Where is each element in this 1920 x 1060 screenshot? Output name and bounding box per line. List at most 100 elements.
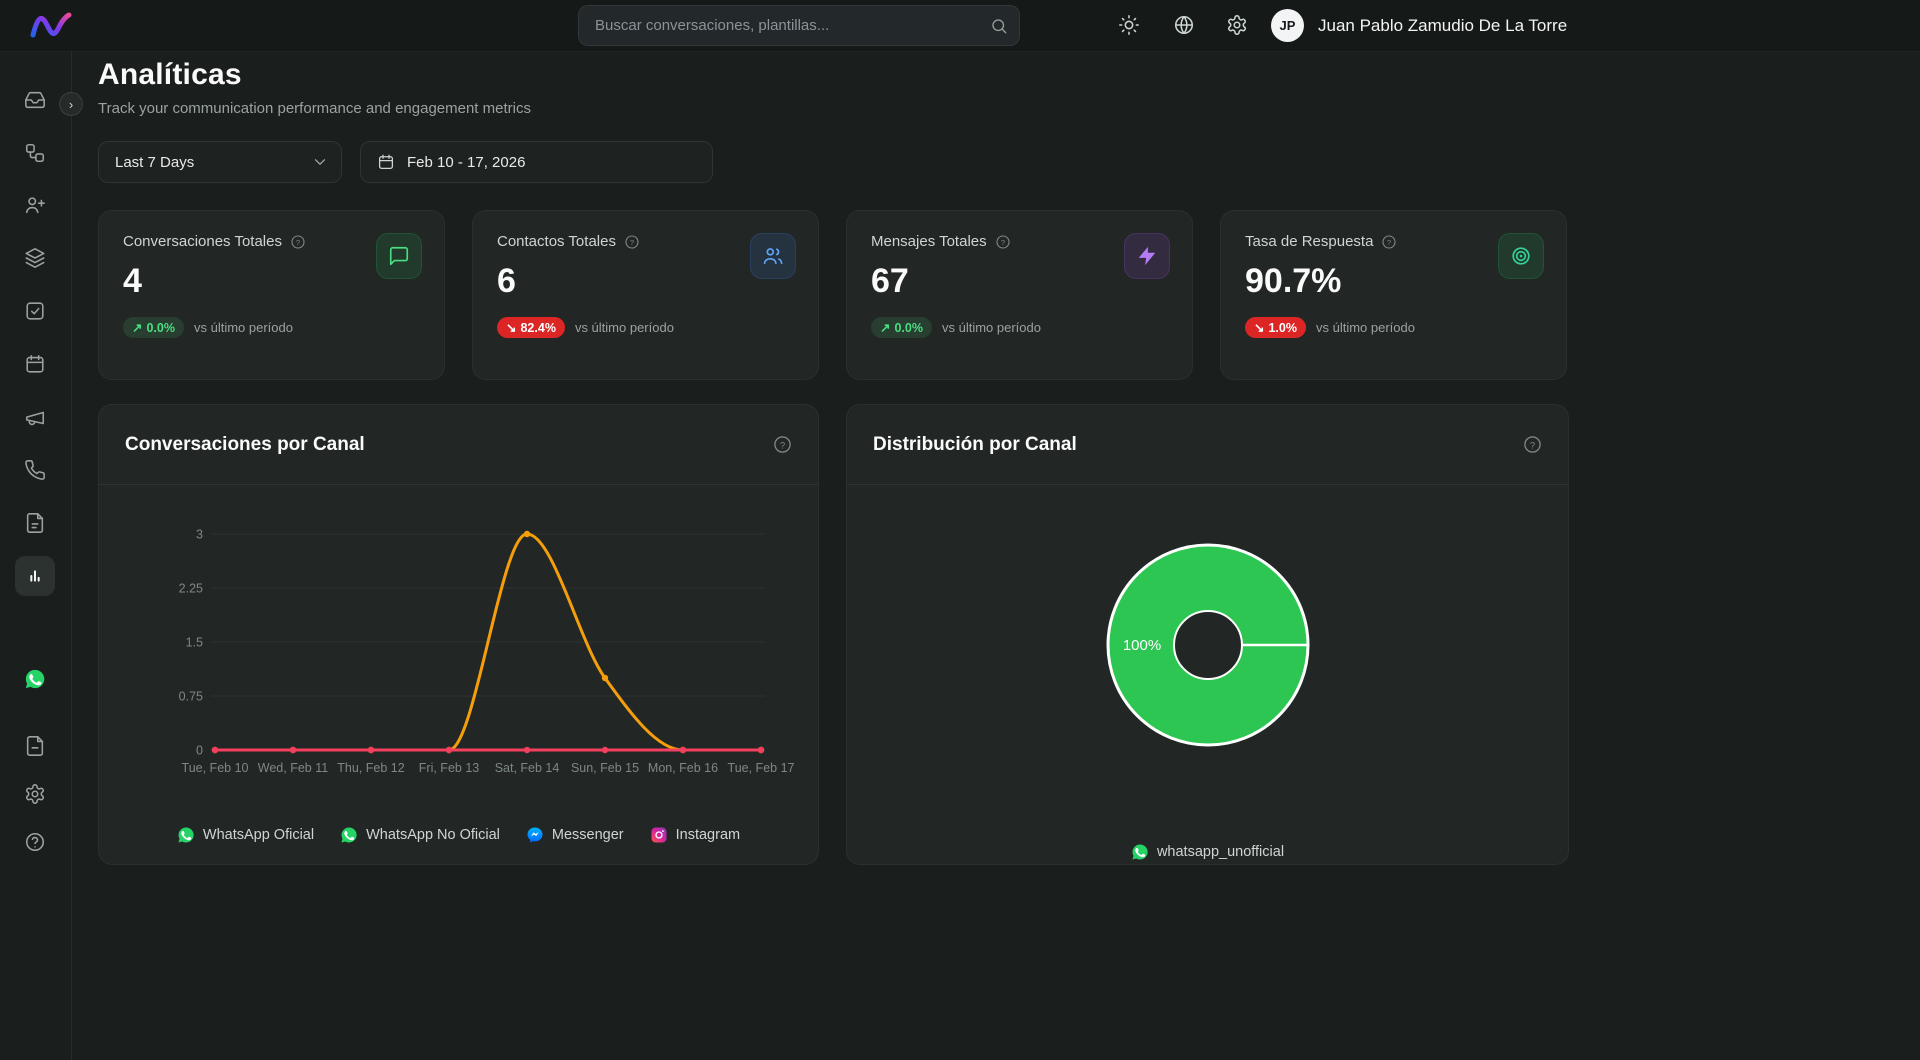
user-avatar[interactable]: JP — [1271, 9, 1304, 42]
whatsapp-icon — [341, 827, 357, 843]
bar-chart-icon — [30, 570, 40, 582]
conversations-line-chart: 0 0.75 1.5 2.25 3 Tue, Feb 10 Wed, Feb 11 Thu, … — [179, 528, 795, 776]
sidebar-item-settings[interactable] — [15, 774, 55, 814]
globe-icon — [1174, 15, 1194, 35]
svg-text:Tue, Feb 10: Tue, Feb 10 — [182, 761, 249, 775]
help-circle-icon — [25, 832, 45, 852]
search-icon — [990, 17, 1008, 35]
svg-text:0.75: 0.75 — [179, 690, 203, 704]
sidebar-collapse-button[interactable]: › — [59, 92, 83, 116]
legend-item-messenger[interactable]: Messenger — [526, 826, 624, 844]
layers-icon — [25, 248, 45, 268]
search-input[interactable] — [578, 5, 1020, 46]
sidebar-item-analytics[interactable] — [15, 556, 55, 596]
users-icon — [763, 248, 783, 265]
line-chart-legend: WhatsApp Oficial WhatsApp No Oficial Mes… — [99, 826, 818, 844]
sidebar-item-inbox[interactable] — [15, 80, 55, 120]
zap-icon — [1138, 246, 1156, 266]
period-select[interactable]: Last 7 Days — [98, 141, 342, 183]
date-range-picker[interactable]: Feb 10 - 17, 2026 — [360, 141, 713, 183]
inbox-icon — [25, 91, 45, 109]
delta-badge: ↗ 0.0% — [871, 317, 932, 338]
sidebar-item-contacts[interactable] — [15, 185, 55, 225]
svg-text:?: ? — [1530, 440, 1535, 451]
file-text-icon — [26, 513, 44, 533]
megaphone-icon — [25, 411, 45, 426]
stat-value: 6 — [497, 262, 516, 300]
topbar: JP Juan Pablo Zamudio De La Torre — [0, 0, 1920, 52]
whatsapp-icon — [1132, 844, 1148, 860]
help-icon[interactable]: ? — [995, 234, 1011, 250]
page-title: Analíticas — [98, 58, 242, 91]
file-icon — [26, 736, 44, 756]
sidebar-item-automations[interactable] — [15, 133, 55, 173]
messenger-icon — [527, 827, 543, 843]
svg-text:3: 3 — [196, 528, 203, 542]
svg-text:?: ? — [780, 440, 785, 451]
message-square-icon — [389, 246, 409, 266]
legend-item-whatsapp-unofficial[interactable]: WhatsApp No Oficial — [340, 826, 500, 844]
sidebar-item-calls[interactable] — [15, 450, 55, 490]
language-button[interactable] — [1172, 13, 1196, 37]
stat-label: Contactos Totales — [497, 233, 616, 250]
whatsapp-icon — [178, 827, 194, 843]
sidebar-item-templates[interactable] — [15, 726, 55, 766]
theme-toggle-button[interactable] — [1117, 13, 1141, 37]
chart-title: Conversaciones por Canal — [125, 433, 365, 455]
stat-value: 90.7% — [1245, 262, 1342, 300]
legend-item-whatsapp-unofficial[interactable]: whatsapp_unofficial — [1131, 843, 1284, 861]
donut-hole — [1173, 610, 1243, 680]
delta-compare: vs último período — [1315, 320, 1415, 335]
delta-badge: ↘ 82.4% — [497, 317, 565, 338]
sidebar-item-calendar[interactable] — [15, 344, 55, 384]
stat-label: Tasa de Respuesta — [1245, 233, 1374, 250]
sidebar-item-channels[interactable] — [15, 238, 55, 278]
legend-item-whatsapp-official[interactable]: WhatsApp Oficial — [177, 826, 314, 844]
svg-text:?: ? — [630, 237, 634, 246]
help-icon[interactable]: ? — [290, 234, 306, 250]
help-icon[interactable]: ? — [773, 435, 792, 454]
delta-compare: vs último período — [574, 320, 674, 335]
delta-compare: vs último período — [941, 320, 1041, 335]
filters-row: Last 7 Days Feb 10 - 17, 2026 — [98, 141, 1920, 183]
delta-badge: ↗ 0.0% — [123, 317, 184, 338]
instagram-icon — [651, 827, 667, 843]
app-logo-icon[interactable] — [30, 11, 72, 44]
sidebar-item-tasks[interactable] — [15, 291, 55, 331]
channel-distribution-card: Distribución por Canal ? 100% whatsapp_u… — [846, 404, 1569, 865]
user-plus-icon — [25, 197, 45, 214]
settings-button[interactable] — [1225, 13, 1249, 37]
svg-text:?: ? — [1387, 237, 1391, 246]
stat-label: Mensajes Totales — [871, 233, 987, 250]
target-icon — [1512, 247, 1530, 265]
svg-text:0: 0 — [196, 744, 203, 758]
stat-icon-box — [376, 233, 422, 279]
sidebar-item-campaigns[interactable] — [15, 398, 55, 438]
sidebar-item-notes[interactable] — [15, 503, 55, 543]
sidebar: › — [0, 51, 83, 1060]
check-square-icon — [26, 302, 44, 320]
svg-text:Wed, Feb 11: Wed, Feb 11 — [258, 761, 328, 775]
help-icon[interactable]: ? — [1381, 234, 1397, 250]
channel-distribution-donut[interactable]: 100% — [847, 485, 1569, 805]
help-icon[interactable]: ? — [624, 234, 640, 250]
svg-text:Mon, Feb 16: Mon, Feb 16 — [648, 761, 718, 775]
svg-text:Sun, Feb 15: Sun, Feb 15 — [571, 761, 639, 775]
sidebar-item-help[interactable] — [15, 822, 55, 862]
sidebar-item-whatsapp[interactable] — [15, 659, 55, 699]
gear-icon — [1227, 15, 1247, 35]
svg-text:Sat, Feb 14: Sat, Feb 14 — [495, 761, 560, 775]
svg-text:?: ? — [1001, 237, 1005, 246]
stat-card-contacts: Contactos Totales ? 6 ↘ 82.4% vs último p… — [472, 210, 819, 380]
svg-text:?: ? — [296, 237, 300, 246]
legend-item-instagram[interactable]: Instagram — [650, 826, 740, 844]
user-name: Juan Pablo Zamudio De La Torre — [1318, 16, 1568, 35]
svg-text:2.25: 2.25 — [179, 582, 203, 596]
svg-text:Thu, Feb 12: Thu, Feb 12 — [337, 761, 404, 775]
svg-text:Tue, Feb 17: Tue, Feb 17 — [728, 761, 795, 775]
charts-row: Conversaciones por Canal ? 0 0.75 1.5 2.25 3… — [98, 404, 1920, 865]
help-icon[interactable]: ? — [1523, 435, 1542, 454]
svg-text:1.5: 1.5 — [186, 636, 203, 650]
main-content: Analíticas Track your communication perf… — [72, 51, 1920, 1060]
chevron-down-icon — [314, 159, 326, 165]
